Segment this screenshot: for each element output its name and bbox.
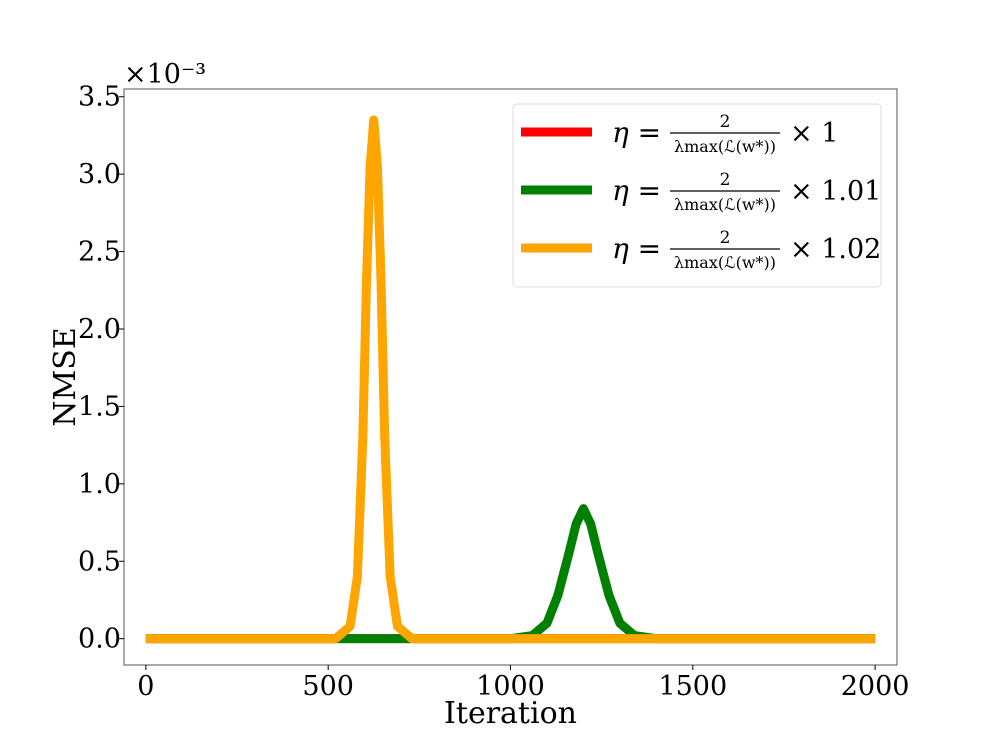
series-line-2 [145,504,876,644]
y-tick-label: 3.0 [78,159,121,190]
legend-box [512,103,882,288]
legend-eta: η = [612,174,661,207]
x-tick-label: 1500 [658,671,727,702]
y-tick-label: 2.5 [78,237,121,268]
legend-eta: η = [612,232,661,265]
legend-numerator: 2 [720,170,731,190]
series-line-3 [145,115,876,644]
legend-denominator: λmax(ℒ(w*)) [674,137,776,156]
x-ticks: 0 500 1000 1500 2000 [137,665,909,702]
legend-numerator: 2 [720,112,731,132]
y-ticks: 0.0 0.5 1.0 1.5 2.0 2.5 3.0 3.5 [78,82,124,655]
legend-multiplier: × 1 [790,118,838,149]
y-tick-label: 1.5 [78,391,121,422]
x-tick-label: 1000 [476,671,545,702]
legend-denominator: λmax(ℒ(w*)) [674,195,776,214]
x-axis-label: Iteration [444,696,577,731]
y-tick-label: 2.0 [78,314,121,345]
legend-multiplier: × 1.01 [790,176,881,207]
legend: η = 2 λmax(ℒ(w*)) × 1 η = 2 λmax(ℒ(w*)) × 1.0… [512,103,882,288]
y-tick-label: 1.0 [78,469,121,500]
x-tick-label: 500 [302,671,354,702]
legend-eta: η = [612,116,661,149]
y-tick-label: 0.5 [78,546,121,577]
x-tick-label: 2000 [841,671,910,702]
y-axis-label: NMSE [48,327,83,426]
y-tick-label: 3.5 [78,82,121,113]
y-tick-label: 0.0 [78,624,121,655]
legend-denominator: λmax(ℒ(w*)) [674,253,776,272]
y-scale-label: ×10⁻³ [124,59,206,90]
legend-multiplier: × 1.02 [790,234,881,265]
legend-numerator: 2 [720,228,731,248]
series-layer [145,115,876,644]
x-tick-label: 0 [137,671,154,702]
